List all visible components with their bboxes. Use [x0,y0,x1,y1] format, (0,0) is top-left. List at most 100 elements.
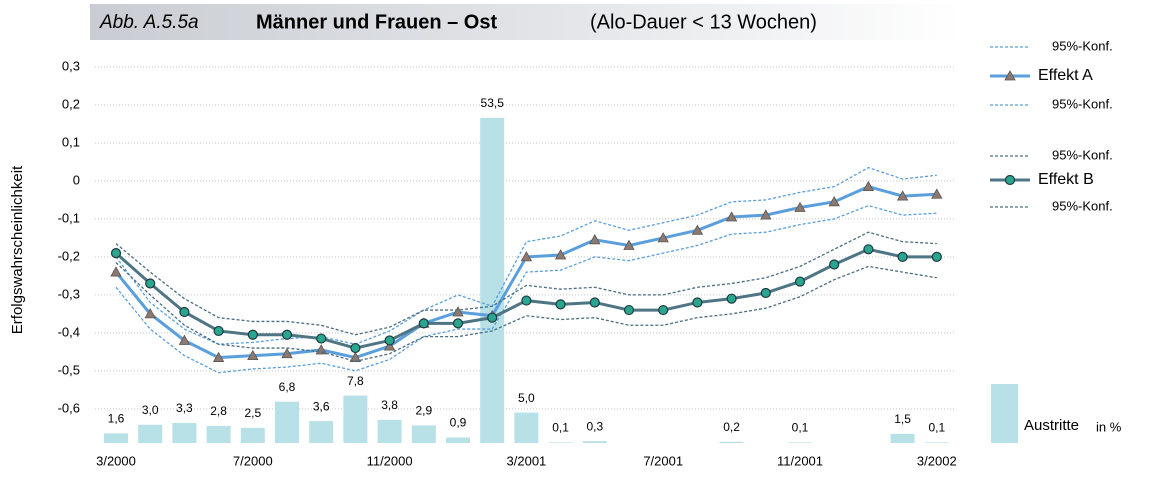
marker [589,233,601,245]
marker [691,224,704,235]
data-label: 2,9 [415,404,432,418]
marker [863,244,874,255]
legend-unit: in % [1096,419,1122,434]
marker [212,351,225,362]
legend-label: Effekt A [1038,67,1093,84]
legend-label: 95%-Konf. [1052,38,1113,53]
marker [760,209,772,220]
bar [206,425,231,443]
data-label: 5,0 [518,391,535,405]
marker [726,293,737,304]
bar [582,441,607,443]
marker [692,297,703,308]
marker [213,325,224,337]
marker [931,251,942,262]
y-tick-label: 0 [73,172,80,187]
confidence-line [115,262,937,363]
data-label: 3,8 [381,398,398,412]
x-tick-label: 11/2001 [777,453,823,468]
x-tick-label: 11/2000 [367,453,413,468]
bar [411,425,436,443]
marker [316,333,327,344]
data-label: 3,0 [142,403,159,417]
marker [725,211,738,222]
bar [104,433,128,443]
bar [309,421,334,443]
bar [548,442,573,443]
data-label: 3,6 [313,399,330,413]
bar [275,401,299,443]
bar [788,442,812,443]
legend-label: 95%-Konf. [1052,147,1113,162]
data-label: 1,6 [108,411,125,425]
title-box [90,4,960,40]
legend-swatch [991,384,1018,443]
chart-title: Männer und Frauen – Ost [256,11,497,33]
marker [281,347,293,359]
confidence-line [115,166,937,345]
marker [760,287,771,299]
y-tick-label: -0,6 [58,400,80,415]
legend-label: Austritte [1024,417,1079,434]
bar [240,427,265,443]
marker [555,299,566,310]
marker [554,249,567,260]
x-tick-label: 7/2000 [233,453,273,468]
confidence-line [115,231,937,336]
marker [896,190,909,201]
y-tick-label: -0,3 [58,286,80,301]
data-label: 3,3 [176,401,193,415]
y-tick-label: -0,2 [58,248,80,263]
marker [658,304,669,316]
bar [172,422,197,443]
bar [719,441,744,443]
marker [110,266,122,277]
marker [794,276,806,287]
marker [623,304,635,316]
marker [110,247,122,259]
legend-marker [1004,174,1016,186]
data-label: 6,8 [279,380,296,394]
marker [281,329,293,340]
x-tick-label: 3/2000 [96,453,136,468]
data-label: 0,1 [928,421,945,435]
marker [179,306,190,318]
legend-label: 95%-Konf. [1052,198,1113,213]
marker [897,251,908,262]
data-label: 7,8 [347,374,364,388]
legend-marker [1004,70,1016,81]
legend-label: 95%-Konf. [1052,96,1113,111]
marker [794,201,806,212]
bar [514,412,539,443]
marker [657,232,669,243]
data-label: 0,3 [586,419,603,433]
data-label: 0,2 [723,420,740,434]
marker [144,308,156,319]
marker [452,318,464,329]
marker [521,295,532,306]
data-label: 0,1 [792,421,809,435]
y-axis-label: Erfolgswahrscheinlichkeit [9,165,26,334]
marker [829,259,840,270]
marker [178,334,191,345]
marker [384,335,395,346]
bar [377,419,402,443]
y-tick-label: -0,1 [58,210,80,225]
marker [247,349,259,361]
legend-label: Effekt B [1038,171,1094,188]
marker [931,188,943,199]
confidence-line [115,204,937,374]
x-tick-label: 7/2001 [643,453,683,468]
marker [145,278,156,289]
data-label: 2,8 [210,404,227,418]
data-label: 1,5 [894,412,911,426]
bar [343,395,368,443]
marker [452,306,464,317]
marker [589,297,600,308]
y-tick-label: -0,5 [58,362,80,377]
data-label: 0,9 [450,416,467,430]
bar [480,117,505,443]
figure-label: Abb. A.5.5a [99,12,199,33]
marker [520,251,533,262]
